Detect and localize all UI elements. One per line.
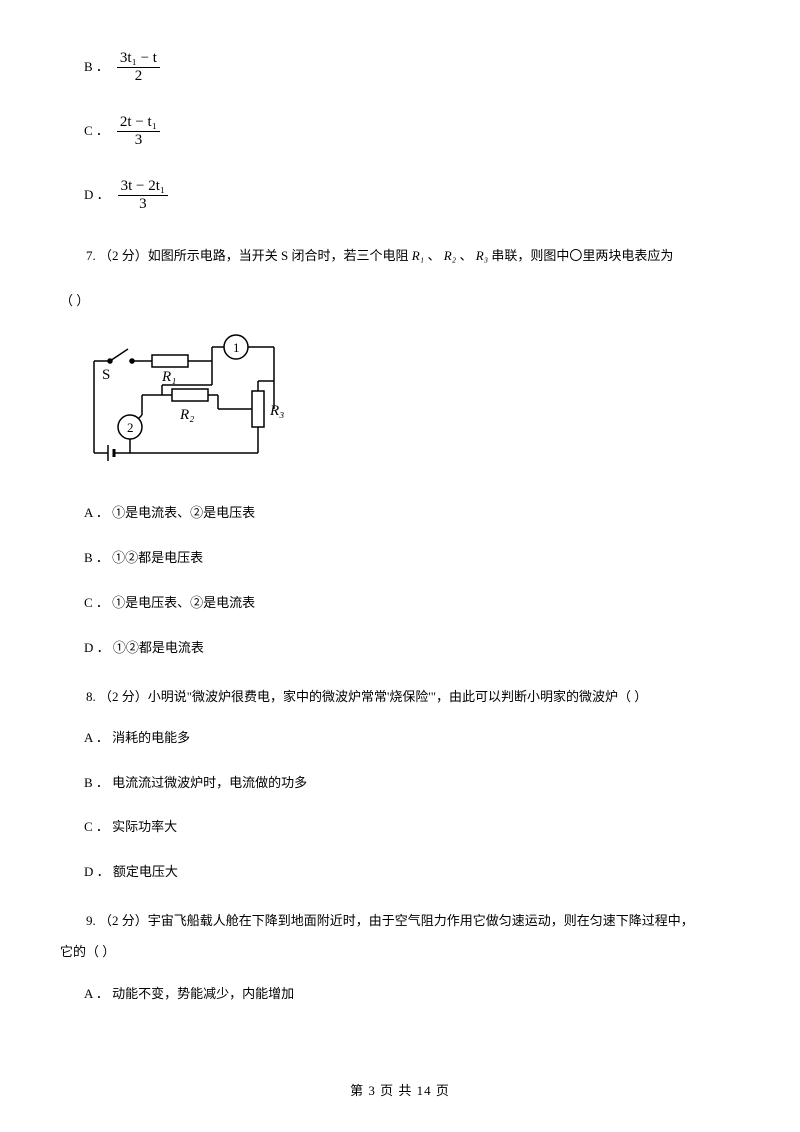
svg-text:2: 2: [127, 420, 134, 435]
svg-text:R₃: R₃: [269, 403, 284, 419]
option-c: C ． 2t − t₁ 3: [84, 114, 740, 148]
q9-stem-b: 它的（ ）: [60, 938, 740, 965]
q7-stem: 7. （2 分）如图所示电路，当开关 S 闭合时，若三个电阻 R₁ 、 R₂ 、…: [60, 242, 740, 269]
option-d-letter: D ．: [84, 185, 110, 206]
option-c-fraction: 2t − t₁ 3: [117, 114, 160, 148]
svg-text:S: S: [102, 367, 110, 383]
q7-choice-d: D ． ①②都是电流表: [84, 638, 740, 659]
q8-choice-c: C ． 实际功率大: [84, 817, 740, 838]
page-footer: 第 3 页 共 14 页: [0, 1081, 800, 1102]
q9-stem-a: 9. （2 分）宇宙飞船载人舱在下降到地面附近时，由于空气阻力作用它做匀速运动，…: [60, 907, 740, 934]
q7-choice-c: C ． ①是电压表、②是电流表: [84, 593, 740, 614]
q8-choice-b: B ． 电流流过微波炉时，电流做的功多: [84, 773, 740, 794]
q7-choice-b: B ． ①②都是电压表: [84, 548, 740, 569]
svg-text:1: 1: [233, 340, 240, 355]
svg-text:R₁: R₁: [161, 369, 176, 385]
q7-stem-cont: （ ）: [60, 287, 740, 314]
option-b: B ． 3t₁ − t 2: [84, 50, 740, 84]
q8-stem: 8. （2 分）小明说"微波炉很费电，家中的微波炉常常'烧保险'"，由此可以判断…: [60, 683, 740, 710]
q7-choice-a: A ． ①是电流表、②是电压表: [84, 503, 740, 524]
option-d: D ． 3t − 2t₁ 3: [84, 178, 740, 212]
option-c-letter: C ．: [84, 121, 109, 142]
q9-choice-a: A ． 动能不变，势能减少，内能增加: [84, 984, 740, 1005]
q8-choice-a: A ． 消耗的电能多: [84, 728, 740, 749]
option-b-fraction: 3t₁ − t 2: [117, 50, 160, 84]
svg-text:R₂: R₂: [179, 407, 194, 423]
option-b-letter: B ．: [84, 57, 109, 78]
option-d-fraction: 3t − 2t₁ 3: [118, 178, 169, 212]
circuit-diagram: S R₁ R₂ R₃ 1 2: [84, 333, 740, 480]
q8-choice-d: D ． 额定电压大: [84, 862, 740, 883]
